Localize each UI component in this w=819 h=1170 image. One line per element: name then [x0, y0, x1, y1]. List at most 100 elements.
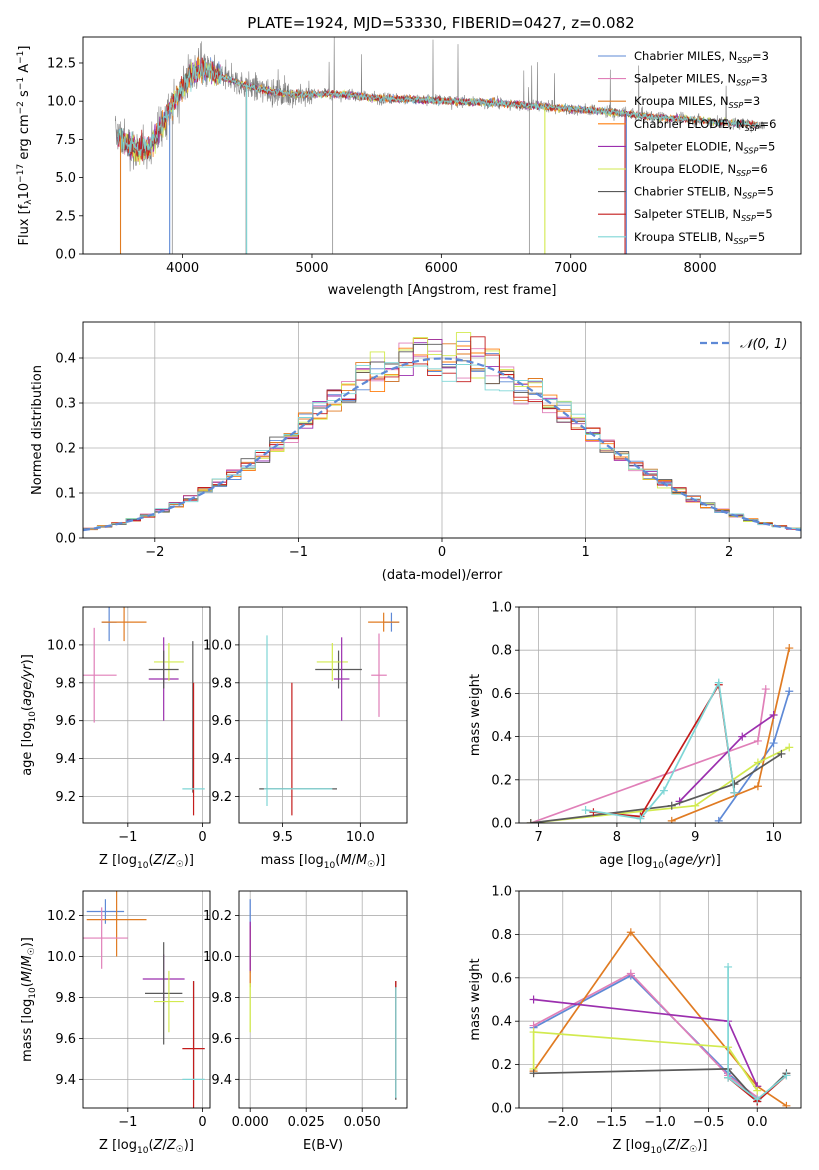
weight-vs-Z-panel: −2.0 −1.5 −1.0 −0.5 0.0 0.0 0.2 0.4 0.6 0.8 1.0 Z [… [468, 885, 802, 1156]
normal-curve [83, 357, 801, 532]
y-tick-label: 9.8 [211, 991, 232, 1006]
spectrum-plot-area [115, 37, 765, 254]
y-tick-label: 10.0 [47, 950, 76, 965]
x-tick-label: 10.0 [346, 830, 375, 845]
axes-frame [82, 606, 211, 824]
legend-label: Chabrier MILES, NSSP=3 [634, 49, 769, 65]
y-tick-label: 0.0 [491, 817, 512, 832]
x-tick-label: −2 [145, 545, 164, 560]
y-axis-label: mass weight [468, 958, 483, 1040]
x-tick-label: 0.0 [747, 1115, 768, 1130]
weight-marker [667, 816, 676, 823]
y-tick-label: 9.8 [55, 991, 76, 1006]
weight-marker [626, 928, 635, 937]
y-tick-label: 0.3 [55, 397, 76, 412]
mass-vs-Z-plot-area [83, 891, 205, 1108]
y-tick-label: 9.6 [55, 1032, 76, 1047]
axes-frame [238, 890, 408, 1109]
x-tick-label: 0 [438, 545, 446, 560]
weight-marker [626, 969, 635, 978]
y-tick-label: 0.8 [491, 928, 512, 943]
ticks: −1 0 9.2 9.4 9.6 9.8 10.0 [47, 638, 207, 845]
y-axis-label: Normed distribution [30, 365, 45, 495]
weight-marker [782, 1071, 791, 1080]
y-tick-label: 9.4 [55, 1073, 76, 1088]
ticks: 7 8 9 10 0.0 0.2 0.4 0.6 0.8 1.0 [491, 601, 782, 846]
y-tick-label: 1.0 [491, 601, 512, 616]
y-tick-label: 10.2 [203, 909, 232, 924]
model-spectrum [117, 60, 759, 157]
legend-label: Chabrier ELODIE, NSSP=6 [634, 117, 776, 133]
x-tick-label: 4000 [166, 261, 199, 276]
x-tick-label: 9 [691, 830, 699, 845]
residual-histogram [83, 362, 801, 530]
y-tick-label: 9.6 [211, 714, 232, 729]
ticks: 0.000 0.025 0.050 9.4 9.6 9.8 10.0 10.2 [203, 909, 381, 1130]
x-axis-label: age [log10(age/yr)] [599, 853, 721, 871]
residuals-panel: −2 −1 0 1 2 0.0 0.1 0.2 0.3 0.4 (data-model)/error… [30, 321, 802, 583]
y-axis-label: age [log10(age/yr)] [20, 654, 38, 776]
y-tick-label: 10.0 [203, 638, 232, 653]
ticks: −2 −1 0 1 2 0.0 0.1 0.2 0.3 0.4 [55, 352, 733, 561]
ticks: 4000 5000 6000 7000 8000 0.0 2.5 5.0 7.5 10.0 12.5 [47, 56, 717, 276]
figure-title: PLATE=1924, MJD=53330, FIBERID=0427, z=0… [247, 14, 634, 32]
ticks: −2.0 −1.5 −1.0 −0.5 0.0 0.0 0.2 0.4 0.6 0.8 1.0 [491, 885, 767, 1131]
weight-line [532, 1031, 758, 1092]
axes-frame [82, 321, 802, 539]
weight-marker [667, 801, 676, 810]
y-tick-label: 1.0 [491, 885, 512, 900]
x-tick-label: −1.5 [596, 1115, 628, 1130]
x-tick-label: 8000 [684, 261, 717, 276]
weight-marker [782, 1101, 791, 1108]
x-axis-label: Z [log10(Z/Z☉)] [99, 853, 194, 871]
legend-label: Salpeter ELODIE, NSSP=5 [634, 139, 775, 155]
axes-frame [518, 890, 802, 1109]
y-tick-label: 0.0 [55, 532, 76, 547]
weight-marker [724, 1073, 733, 1082]
weight-marker [753, 758, 762, 767]
y-tick-label: 0.4 [491, 730, 512, 745]
x-axis-label: Z [log10(Z/Z☉)] [613, 1138, 708, 1156]
x-tick-label: −2.0 [547, 1115, 579, 1130]
x-tick-label: 1 [581, 545, 589, 560]
residuals-plot-area [83, 332, 801, 532]
y-tick-label: 10.0 [47, 95, 76, 110]
y-tick-label: 9.2 [55, 790, 76, 805]
weight-marker [761, 685, 770, 694]
x-tick-label: −1 [289, 545, 308, 560]
ticks: 9.5 10.0 9.2 9.4 9.6 9.8 10.0 [203, 638, 375, 845]
weight-marker [529, 1069, 538, 1078]
x-tick-label: 2 [725, 545, 733, 560]
weight-vs-age-plot-area [526, 644, 794, 823]
weight-line [532, 930, 787, 1107]
legend-label: Kroupa ELODIE, NSSP=6 [634, 162, 768, 178]
weight-marker [714, 678, 723, 687]
axes-frame [82, 36, 802, 255]
age-vs-Z-panel: −1 0 9.2 9.4 9.6 9.8 10.0 Z [log10(Z/Z☉)] age [l… [20, 606, 211, 871]
axes-frame [238, 606, 408, 824]
weight-marker [691, 801, 700, 810]
weight-marker [738, 732, 747, 741]
x-tick-label: 0.025 [288, 1115, 325, 1130]
x-axis-label: mass [log10(M/M☉)] [261, 853, 386, 871]
y-axis-label: mass [log10(M/M☉)] [20, 937, 38, 1062]
y-tick-label: 9.2 [211, 790, 232, 805]
y-tick-label: 10.0 [203, 950, 232, 965]
axes-frame [82, 890, 211, 1109]
y-tick-label: 0.0 [491, 1102, 512, 1117]
y-tick-label: 10.2 [47, 909, 76, 924]
y-tick-label: 7.5 [55, 133, 76, 148]
y-tick-label: 0.6 [491, 687, 512, 702]
x-axis-label: Z [log10(Z/Z☉)] [99, 1138, 194, 1156]
legend-label: 𝒩(0, 1) [740, 337, 787, 352]
x-tick-label: 10 [765, 830, 782, 845]
legend-label: Salpeter MILES, NSSP=3 [634, 72, 768, 88]
x-tick-label: −1.0 [644, 1115, 676, 1130]
weight-marker [526, 819, 535, 823]
weight-line [727, 967, 787, 1101]
y-tick-label: 9.8 [55, 676, 76, 691]
weight-marker [724, 962, 733, 971]
weight-marker [777, 749, 786, 758]
x-tick-label: 8 [613, 830, 621, 845]
